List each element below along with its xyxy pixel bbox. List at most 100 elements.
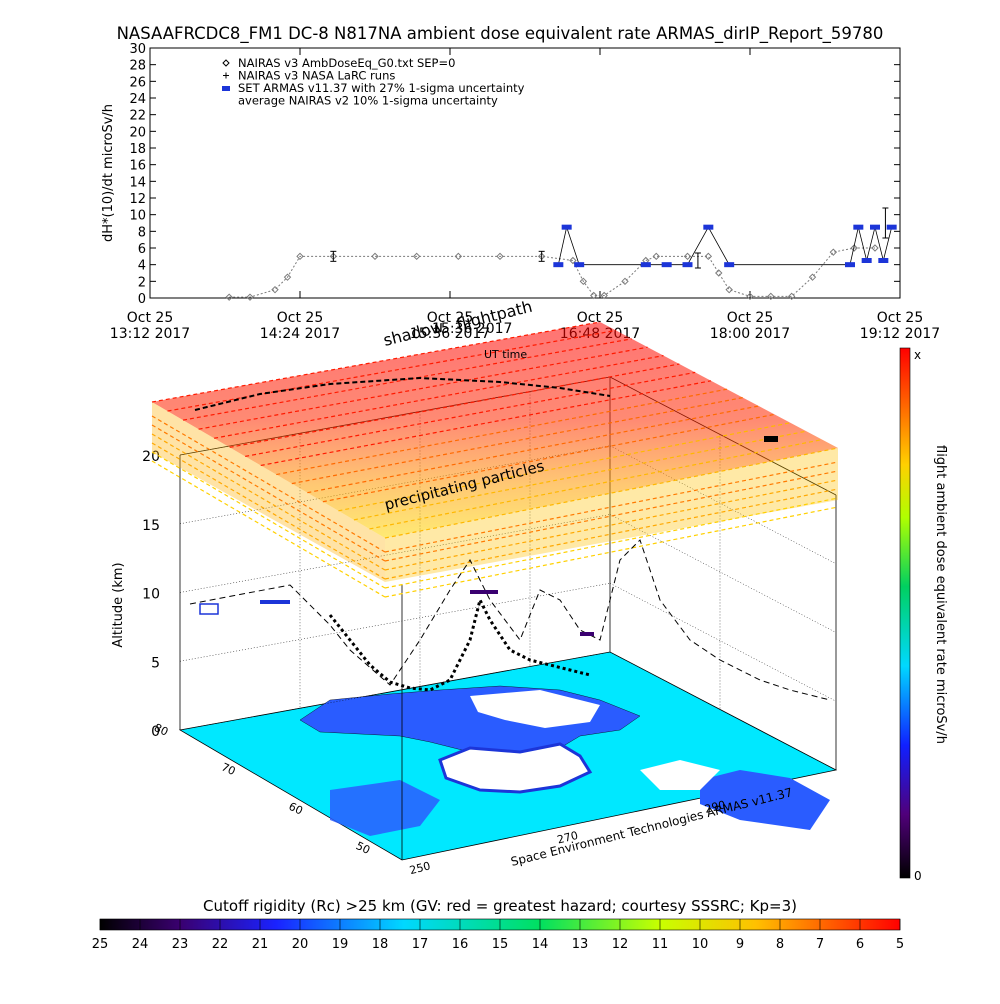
cloud-hatch-row bbox=[151, 321, 601, 403]
rc-tick-label: 21 bbox=[252, 937, 269, 952]
cloud-hatch-row bbox=[214, 355, 664, 439]
altitude-tick-label: 0 bbox=[151, 724, 160, 740]
chart-title: NASAAFRCDC8_FM1 DC-8 N817NA ambient dose… bbox=[117, 24, 884, 44]
rc-tick-label: 7 bbox=[816, 937, 824, 952]
dose-colorbar-top-label: x bbox=[914, 348, 921, 362]
top-y-tick-label: 10 bbox=[129, 209, 146, 224]
nairas-v3-diamond bbox=[296, 252, 304, 261]
armas-point bbox=[703, 224, 714, 230]
dose-rate-time-series: dH*(10)/dt microSv/h 0246810121416182022… bbox=[101, 42, 940, 342]
armas-point bbox=[561, 224, 572, 230]
land-masses bbox=[299, 685, 830, 836]
rc-tick-label: 24 bbox=[132, 937, 149, 952]
armas-point bbox=[682, 262, 693, 268]
top-x-tick-label-line1: Oct 25 bbox=[427, 310, 473, 326]
top-x-tick-label-line2: 15:36 2017 bbox=[410, 326, 490, 342]
armas-point bbox=[724, 262, 735, 268]
altitude-gridline-back-right bbox=[609, 583, 837, 702]
cloud-hatch-front-left bbox=[151, 442, 386, 580]
longitude-tick-label: 270 bbox=[556, 829, 580, 847]
altitude-gridline-back-left bbox=[179, 514, 611, 593]
armas-point bbox=[861, 258, 872, 263]
cloud-hatch-front-left bbox=[151, 460, 386, 598]
dose-cloud-front-right bbox=[385, 448, 838, 582]
top-y-tick-label: 30 bbox=[129, 42, 146, 57]
altitude-ticks: 0 5 10 15 20 bbox=[142, 449, 160, 740]
longitude-tick-label: 250 bbox=[408, 859, 432, 877]
latitude-tick-label: 60 bbox=[287, 800, 305, 818]
nairas-v3-diamond bbox=[808, 273, 817, 281]
flight-path-dose bbox=[328, 595, 591, 692]
rc-colorbar-ticks: 25 24 23 22 21 20 19 18 17 16 15 14 13 12 11 10 9 8 7 6 5 bbox=[92, 919, 904, 952]
cloud-hatch-row bbox=[260, 380, 712, 467]
white-land-north bbox=[470, 690, 600, 728]
top-y-tick-label: 12 bbox=[129, 192, 146, 207]
cloud-hatch-row bbox=[198, 346, 648, 430]
top-x-tick-label-line1: Oct 25 bbox=[127, 310, 173, 326]
armas-point bbox=[878, 258, 889, 263]
nairas-v3-diamond bbox=[829, 248, 838, 256]
dose-cloud-front-left bbox=[152, 402, 385, 582]
latitude-tick-label: 80 bbox=[152, 721, 170, 739]
rc-tick-label: 13 bbox=[572, 937, 589, 952]
top-y-tick-label: 2 bbox=[138, 275, 146, 290]
top-x-tick-label-line1: Oct 25 bbox=[727, 310, 773, 326]
dose-colorbar-bottom-label: 0 bbox=[914, 869, 922, 883]
nairas-v3-diamond bbox=[871, 244, 879, 252]
flight-path-top bbox=[194, 376, 611, 411]
armas-point bbox=[845, 262, 855, 268]
time-overlay-label: 15:36 2017 bbox=[432, 321, 512, 337]
dose-colorbar-label: flight ambient dose equivalent rate micr… bbox=[933, 445, 948, 744]
top-y-tick-label: 22 bbox=[129, 109, 146, 124]
armas-point bbox=[853, 224, 864, 230]
top-plot-frame bbox=[149, 47, 901, 299]
cutoff-rigidity-colorbar: Cutoff rigidity (Rc) >25 km (GV: red = g… bbox=[92, 897, 904, 952]
rc-tick-label: 6 bbox=[856, 937, 864, 952]
altitude-gridline-back-left bbox=[179, 651, 611, 731]
rc-tick-label: 18 bbox=[372, 937, 389, 952]
nairas-v3-diamond bbox=[371, 252, 379, 261]
dose-colorbar: x 0 flight ambient dose equivalent rate … bbox=[899, 347, 948, 883]
latitude-ticks: 80 70 60 50 bbox=[152, 721, 372, 857]
top-y-tick-label: 0 bbox=[138, 292, 146, 307]
top-x-tick-label-line1: Oct 25 bbox=[277, 310, 323, 326]
nairas-v3-diamond bbox=[590, 291, 598, 300]
cloud-hatch-row bbox=[229, 363, 680, 448]
altitude-gridline-back-left bbox=[179, 583, 611, 662]
blue-land-east bbox=[700, 770, 830, 830]
armas-point bbox=[640, 262, 651, 268]
top-x-tick-label-line2: 18:00 2017 bbox=[710, 326, 790, 342]
nairas-v3-diamond bbox=[225, 293, 233, 301]
rc-tick-label: 5 bbox=[896, 937, 904, 952]
nairas-v3-diamond bbox=[271, 285, 279, 294]
top-x-tick-label-line1: Oct 25 bbox=[577, 310, 623, 326]
top-x-tick-label-line2: 19:12 2017 bbox=[860, 326, 940, 342]
longitude-tick-label: 290 bbox=[703, 798, 727, 816]
altitude-axis-label: Altitude (km) bbox=[111, 562, 126, 647]
legend-text: NAIRAS v3 AmbDoseEq_G0.txt SEP=0 bbox=[238, 56, 455, 70]
top-y-tick-label: 24 bbox=[129, 92, 146, 107]
legend-text: SET ARMAS v11.37 with 27% 1-sigma uncert… bbox=[238, 81, 525, 95]
top-x-tick-label-line1: Oct 25 bbox=[877, 310, 923, 326]
armas-line bbox=[557, 225, 893, 266]
ut-time-label: UT time bbox=[484, 348, 527, 361]
rc-tick-label: 22 bbox=[212, 937, 229, 952]
cloud-hatch-front-left bbox=[151, 415, 386, 553]
nairas-v3-diamond bbox=[600, 291, 608, 300]
rc-tick-label: 9 bbox=[736, 937, 744, 952]
latitude-tick-label: 70 bbox=[219, 760, 237, 778]
top-data-marks bbox=[225, 207, 897, 301]
top-x-tick-label-line2: 13:12 2017 bbox=[110, 326, 190, 342]
nairas-v3-diamond bbox=[683, 252, 692, 261]
top-y-axis-label: dH*(10)/dt microSv/h bbox=[101, 104, 116, 242]
cloud-hatch-front-left bbox=[151, 424, 386, 562]
altitude-gridline-back-right bbox=[609, 514, 837, 633]
nairas-v3-diamond bbox=[412, 252, 421, 261]
legend-plus-icon bbox=[223, 72, 229, 79]
top-y-tick-label: 4 bbox=[138, 259, 146, 274]
cloud-hatch-row bbox=[167, 329, 616, 412]
nairas-v3-diamond bbox=[246, 293, 254, 301]
